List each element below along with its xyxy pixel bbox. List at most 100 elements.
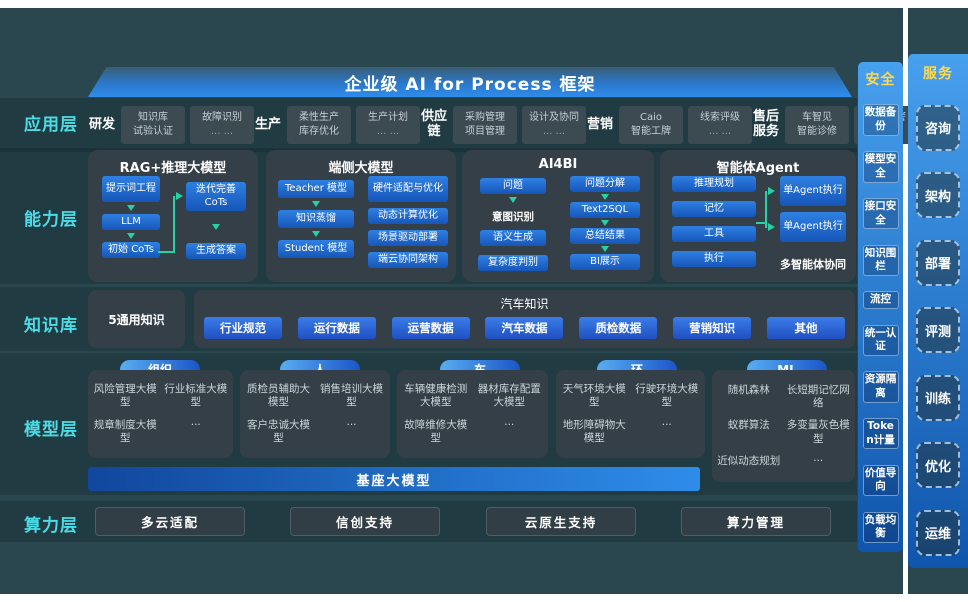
arrow-right-icon: [768, 223, 775, 231]
arrow-down-icon: [312, 231, 320, 237]
edge-feature: 端云协同架构: [368, 252, 448, 268]
edge-feature: 硬件适配与优化: [368, 176, 448, 202]
service-column: 服务 咨询 架构 部署 评测 训练 优化 运维: [908, 54, 968, 568]
ai4bi-step: BI展示: [570, 254, 640, 270]
rag-step: 迭代完善CoTs: [186, 182, 246, 211]
agent-caption: 多智能体协同: [780, 258, 846, 271]
rag-left-column: 提示词工程 LLM 初始 CoTs: [98, 176, 164, 258]
model-cell: 规章制度大模型: [93, 418, 157, 444]
service-item: 咨询: [916, 104, 960, 151]
security-item: 数据备份: [862, 104, 899, 136]
arrow-down-icon: [127, 205, 135, 211]
model-cell: ···: [190, 418, 201, 431]
edge-step: 知识蒸馏: [278, 210, 354, 228]
arrow-down-icon: [509, 197, 517, 203]
security-column-title: 安全: [865, 72, 896, 88]
model-cell: 多变量灰色模型: [786, 419, 850, 445]
connector-line: [158, 251, 174, 253]
agent-component: 推理规划: [672, 176, 756, 192]
app-feature-line: 试验认证: [133, 126, 173, 137]
compute-card-management: 算力管理: [681, 507, 831, 536]
connector-line: [756, 222, 766, 224]
arrow-down-icon: [212, 224, 220, 230]
knowledge-general-label: 5通用知识: [108, 312, 165, 327]
framework-title: 企业级 AI for Process 框架: [344, 74, 596, 95]
agent-exec-box: 单Agent执行: [780, 176, 846, 206]
service-item: 评测: [916, 307, 960, 354]
ai4bi-step: 总结结果: [570, 228, 640, 244]
security-column: 安全 数据备份 模型安全 接口安全 知识围栏 流控 统一认证 资源隔离 Toke…: [858, 62, 903, 552]
agent-left-column: 推理规划 记忆 工具 执行: [670, 176, 758, 267]
capability-box-title: RAG+推理大模型: [119, 161, 227, 176]
connector-line: [765, 191, 767, 228]
main-panel: 应用层 能力层 知识库 模型层 算力层 企业级 AI for Process 框…: [0, 8, 918, 594]
app-feature-line: 设计及协同: [529, 112, 579, 123]
layer-label-knowledge: 知识库: [24, 316, 78, 336]
agent-component: 记忆: [672, 201, 756, 217]
edge-feature: 动态计算优化: [368, 208, 448, 224]
model-cell: 风险管理大模型: [93, 383, 157, 409]
ai4bi-step: 问题: [480, 178, 546, 194]
agent-component: 工具: [672, 226, 756, 242]
capability-box-edge: 端侧大模型 Teacher 模型 知识蒸馏 Student 模型 硬件适配与优化…: [266, 150, 456, 282]
knowledge-pill: 营销知识: [673, 317, 752, 339]
app-feature-line: 采购管理: [465, 112, 505, 123]
rag-step: 初始 CoTs: [102, 242, 160, 258]
knowledge-general-box: 5通用知识: [88, 290, 185, 348]
edge-right-column: 硬件适配与优化 动态计算优化 场景驱动部署 端云协同架构: [366, 176, 450, 268]
layer-label-model: 模型层: [24, 420, 78, 440]
base-model-bar: 基座大模型: [88, 467, 700, 491]
capability-box-ai4bi: AI4BI 问题 意图识别 语义生成 复杂度判别 问题分解 Text2SQL 总…: [462, 150, 654, 282]
ai4bi-step: Text2SQL: [570, 202, 640, 218]
app-feature-box: 线索评级 ... ...: [688, 106, 752, 144]
service-column-title: 服务: [923, 66, 953, 82]
model-cell: 行驶环境大模型: [635, 383, 699, 409]
model-cell: 故障维修大模型: [404, 418, 468, 444]
connector-line: [173, 196, 175, 253]
model-cell: 蚁群算法: [727, 419, 770, 432]
ai4bi-step: 语义生成: [480, 230, 546, 246]
model-box-org: 风险管理大模型 行业标准大模型 规章制度大模型 ···: [88, 370, 233, 458]
app-feature-box: 知识库 试验认证: [121, 106, 185, 144]
agent-exec-box: 单Agent执行: [780, 212, 846, 242]
security-item: 知识围栏: [862, 244, 899, 276]
edge-feature: 场景驱动部署: [368, 230, 448, 246]
app-layer-row: 研发 知识库 试验认证 故障识别 ... ... 生产 柔性生产 库存优化 生产…: [88, 100, 918, 150]
model-cell: 质检员辅助大模型: [247, 383, 310, 409]
model-box-env: 天气环境大模型 行驶环境大模型 地形障碍物大模型 ···: [556, 370, 705, 458]
model-cell: ···: [813, 455, 824, 468]
app-feature-line: 生产计划: [368, 112, 408, 123]
app-group-rd: 研发 知识库 试验认证 故障识别 ... ...: [88, 106, 254, 144]
knowledge-pill: 运行数据: [297, 317, 376, 339]
model-box-vehicle: 车辆健康检测大模型 器材库存配置大模型 故障维修大模型 ···: [397, 370, 548, 458]
rag-step: 生成答案: [186, 243, 246, 259]
layer-label-app: 应用层: [24, 115, 78, 135]
agent-component: 执行: [672, 251, 756, 267]
app-feature-box: 采购管理 项目管理: [453, 106, 517, 144]
arrow-down-icon: [601, 246, 609, 252]
rag-step: 提示词工程: [102, 176, 160, 202]
rag-step: LLM: [102, 214, 160, 230]
edge-left-column: Teacher 模型 知识蒸馏 Student 模型: [276, 180, 356, 258]
model-cell: 车辆健康检测大模型: [404, 383, 468, 409]
app-feature-line: 故障识别: [202, 112, 242, 123]
arrow-down-icon: [601, 220, 609, 226]
app-group-supplychain: 供应链 采购管理 项目管理 设计及协同 ... ...: [420, 106, 586, 144]
edge-step: Teacher 模型: [278, 180, 354, 198]
arrow-right-icon: [768, 187, 775, 195]
app-feature-box: 车智见 智能诊修: [785, 106, 849, 144]
app-feature-box: Caio 智能工牌: [619, 106, 683, 144]
app-feature-line: 车智见: [802, 112, 832, 123]
app-feature-line: 线索评级: [700, 112, 740, 123]
app-feature-box: 设计及协同 ... ...: [522, 106, 586, 144]
capability-box-title: 端侧大模型: [328, 161, 394, 176]
service-panel: 服务 咨询 架构 部署 评测 训练 优化 运维: [908, 8, 968, 594]
security-item: 流控: [862, 291, 899, 310]
arrow-down-icon: [127, 233, 135, 239]
model-cell: 行业标准大模型: [164, 383, 228, 409]
service-item: 运维: [916, 509, 960, 556]
app-group-label: 研发: [88, 116, 115, 132]
arrow-down-icon: [312, 201, 320, 207]
security-item: 统一认证: [862, 324, 899, 356]
